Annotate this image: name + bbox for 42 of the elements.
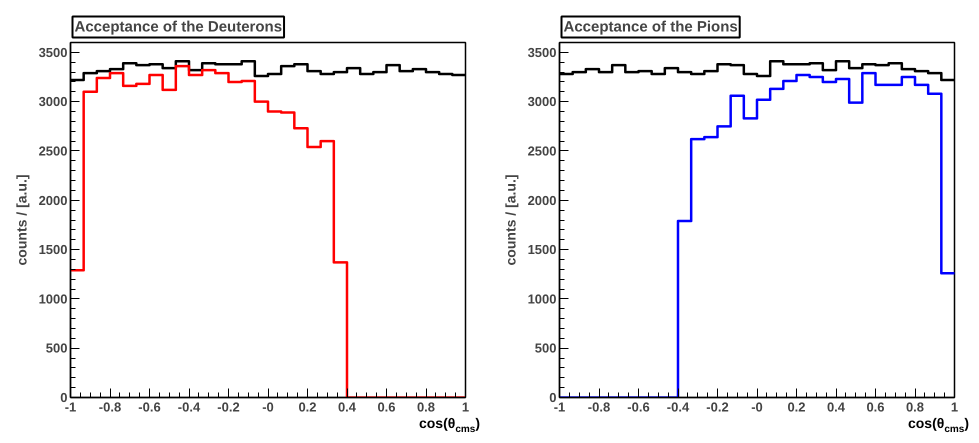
x-axis-title: cos(θ$_{cms}$) xyxy=(908,414,969,437)
y-tick-label: 500 xyxy=(534,340,557,356)
y-tick-label: 3500 xyxy=(528,44,556,60)
chart-title: Acceptance of the Deuterons xyxy=(74,18,282,36)
x-tick-label: -0.4 xyxy=(178,400,201,414)
y-tick-label: 1000 xyxy=(528,291,556,306)
x-tick-label: 0.4 xyxy=(826,400,846,414)
y-axis-title: counts / [a.u.] xyxy=(14,174,30,266)
x-tick-label: -0 xyxy=(751,400,763,414)
x-tick-label: 0.8 xyxy=(906,400,924,414)
y-tick-label: 0 xyxy=(60,390,68,405)
x-tick-label: -0.4 xyxy=(666,400,690,414)
x-tick-label: 1 xyxy=(950,400,958,414)
x-tick-label: 0.4 xyxy=(338,400,357,414)
x-tick-label: -0.2 xyxy=(217,400,240,414)
x-tick-label: 0.2 xyxy=(298,400,317,414)
y-tick-label: 3000 xyxy=(528,94,556,110)
x-tick-label: -0 xyxy=(262,400,274,414)
y-tick-label: 1500 xyxy=(38,242,68,258)
x-tick-label: -0.2 xyxy=(706,400,729,414)
x-tick-label: 1 xyxy=(462,400,470,414)
y-tick-label: 0 xyxy=(549,390,557,405)
y-tick-label: 1000 xyxy=(38,291,68,306)
x-tick-label: 0.2 xyxy=(787,400,806,414)
y-tick-label: 3000 xyxy=(38,94,68,110)
x-tick-label: -0.6 xyxy=(138,400,161,414)
chart-title: Acceptance of the Pions xyxy=(564,18,738,36)
x-tick-label: -0.6 xyxy=(627,400,650,414)
y-tick-label: 2500 xyxy=(528,143,556,158)
x-axis-title: cos(θ$_{cms}$) xyxy=(418,414,480,437)
y-tick-label: 2000 xyxy=(38,192,68,208)
x-tick-label: 0.8 xyxy=(416,400,436,414)
y-tick-label: 2000 xyxy=(528,192,556,208)
y-tick-label: 3500 xyxy=(38,44,68,60)
y-tick-label: 500 xyxy=(46,340,68,356)
y-tick-label: 2500 xyxy=(38,143,68,158)
y-tick-label: 1500 xyxy=(528,242,556,258)
x-tick-label: -0.8 xyxy=(98,400,122,414)
x-tick-label: 0.6 xyxy=(377,400,396,414)
x-tick-label: 0.6 xyxy=(866,400,885,414)
y-axis-title: counts / [a.u.] xyxy=(502,174,519,266)
x-tick-label: -0.8 xyxy=(588,400,610,414)
